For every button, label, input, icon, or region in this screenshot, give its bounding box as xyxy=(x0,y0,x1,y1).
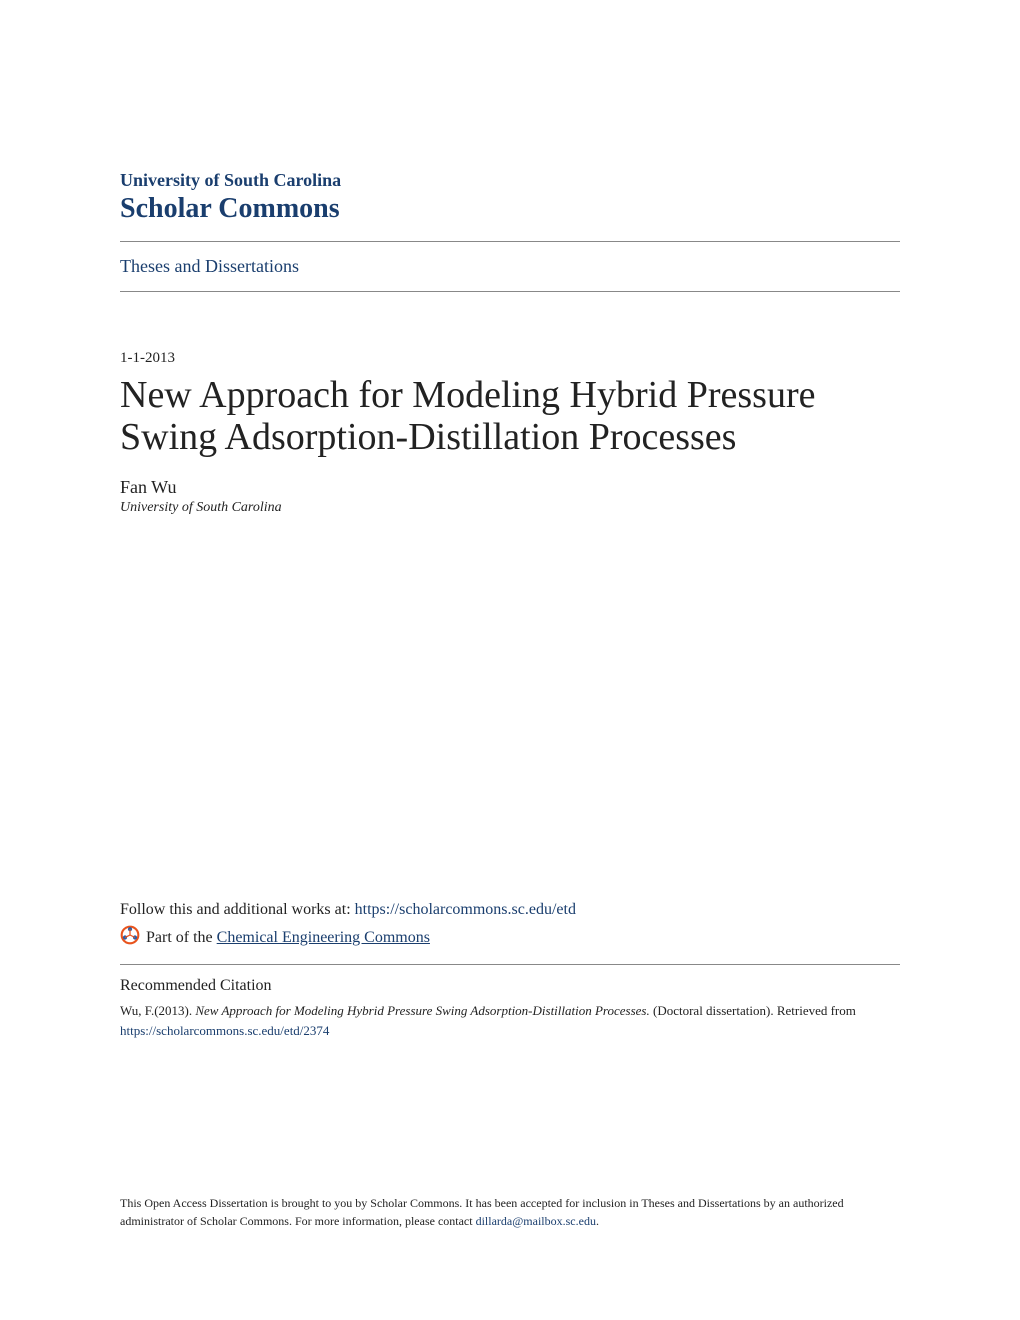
footer-section: This Open Access Dissertation is brought… xyxy=(120,1194,900,1230)
citation-title-italic: New Approach for Modeling Hybrid Pressur… xyxy=(195,1003,649,1018)
footer-suffix: . xyxy=(596,1214,599,1228)
university-name: University of South Carolina xyxy=(120,170,900,191)
author-affiliation: University of South Carolina xyxy=(120,500,900,516)
citation-prefix: Wu, F.(2013). xyxy=(120,1003,195,1018)
citation-section: Recommended Citation Wu, F.(2013). New A… xyxy=(120,977,900,1040)
header-section: University of South Carolina Scholar Com… xyxy=(120,170,900,225)
citation-link[interactable]: https://scholarcommons.sc.edu/etd/2374 xyxy=(120,1023,329,1038)
repository-name[interactable]: Scholar Commons xyxy=(120,193,900,225)
citation-suffix: (Doctoral dissertation). Retrieved from xyxy=(650,1003,856,1018)
document-title: New Approach for Modeling Hybrid Pressur… xyxy=(120,375,900,459)
partof-row: Part of the Chemical Engineering Commons xyxy=(120,925,900,950)
network-icon xyxy=(120,925,140,950)
partof-text: Part of the Chemical Engineering Commons xyxy=(146,929,430,947)
citation-heading: Recommended Citation xyxy=(120,977,900,995)
follow-url-link[interactable]: https://scholarcommons.sc.edu/etd xyxy=(355,901,576,918)
footer-email-link[interactable]: dillarda@mailbox.sc.edu xyxy=(476,1214,596,1228)
follow-line: Follow this and additional works at: htt… xyxy=(120,901,900,919)
author-name: Fan Wu xyxy=(120,477,900,498)
breadcrumb-link[interactable]: Theses and Dissertations xyxy=(120,256,299,276)
divider-breadcrumb xyxy=(120,291,900,292)
publication-date: 1-1-2013 xyxy=(120,350,900,367)
divider-citation xyxy=(120,964,900,965)
breadcrumb-section: Theses and Dissertations xyxy=(120,242,900,291)
partof-link[interactable]: Chemical Engineering Commons xyxy=(217,929,430,946)
partof-prefix: Part of the xyxy=(146,929,217,946)
citation-text: Wu, F.(2013). New Approach for Modeling … xyxy=(120,1001,900,1040)
follow-section: Follow this and additional works at: htt… xyxy=(120,901,900,1040)
follow-prefix: Follow this and additional works at: xyxy=(120,901,355,918)
